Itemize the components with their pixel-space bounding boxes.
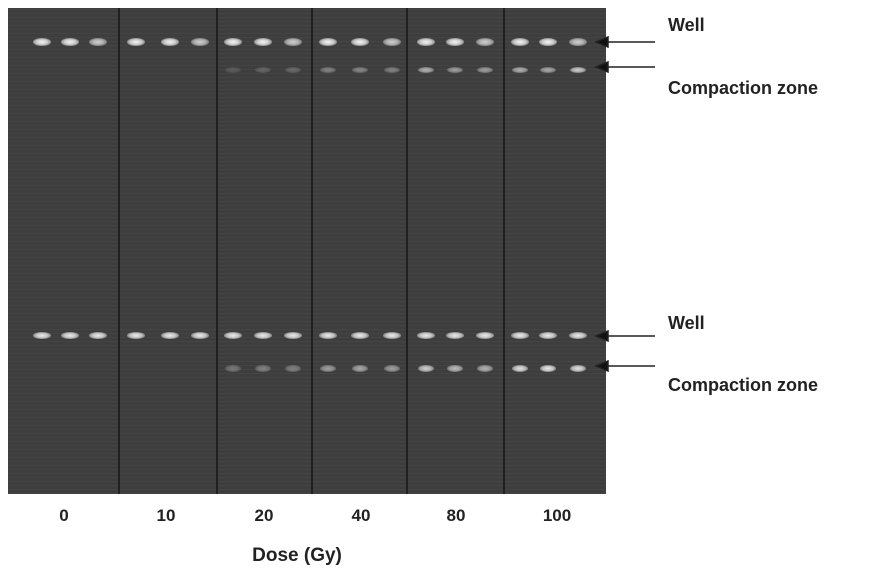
well-band (284, 38, 302, 46)
well-band (446, 38, 464, 46)
well-band (511, 331, 529, 339)
well-band (569, 331, 587, 339)
dose-label-10: 10 (156, 506, 176, 525)
well-band (33, 331, 51, 339)
well-band (254, 331, 272, 339)
well-band (89, 331, 107, 339)
compaction-band (225, 67, 241, 73)
compaction-band (384, 67, 400, 73)
well-band (476, 38, 494, 46)
compaction-band (225, 364, 241, 372)
compaction-band (352, 67, 368, 73)
well-band (191, 331, 209, 339)
well-band (319, 38, 337, 46)
compaction-band (447, 364, 463, 372)
arrow-well-bottom (594, 329, 655, 343)
well-band (417, 38, 435, 46)
dose-label-0: 0 (59, 506, 69, 525)
well-band (511, 38, 529, 46)
well-band (161, 38, 179, 46)
well-band (569, 38, 587, 46)
well-band (383, 331, 401, 339)
label-well-top: Well (668, 15, 705, 35)
well-band (476, 331, 494, 339)
well-band (61, 331, 79, 339)
compaction-band (570, 67, 586, 73)
compaction-band (384, 364, 400, 372)
well-band (127, 331, 145, 339)
gel-image (8, 8, 606, 494)
dose-label-20: 20 (254, 506, 274, 525)
dose-label-80: 80 (446, 506, 466, 525)
compaction-band (447, 67, 463, 73)
well-band (191, 38, 209, 46)
well-band (224, 38, 242, 46)
compaction-band (477, 364, 493, 372)
well-band (284, 331, 302, 339)
well-band (161, 331, 179, 339)
label-compaction-top: Compaction zone (668, 78, 819, 98)
arrow-well-top (594, 35, 655, 49)
well-band (417, 331, 435, 339)
well-band (539, 38, 557, 46)
compaction-band (512, 67, 528, 73)
compaction-band (320, 67, 336, 73)
label-compaction-bottom: Compaction zone (668, 375, 819, 395)
compaction-band (285, 67, 301, 73)
well-band (127, 38, 145, 46)
well-band (446, 331, 464, 339)
arrow-compaction-bottom (594, 359, 655, 373)
well-band (383, 38, 401, 46)
compaction-band (255, 67, 271, 73)
lane-divider (406, 8, 408, 494)
lane-divider (311, 8, 313, 494)
lane-divider (216, 8, 218, 494)
dose-label-100: 100 (542, 506, 572, 525)
arrow-compaction-top (594, 60, 655, 74)
compaction-band (320, 364, 336, 372)
lane-divider (503, 8, 505, 494)
label-well-bottom: Well (668, 313, 705, 333)
well-band (61, 38, 79, 46)
compaction-band (352, 364, 368, 372)
compaction-band (512, 364, 528, 372)
lane-divider (118, 8, 120, 494)
compaction-band (418, 67, 434, 73)
compaction-band (285, 364, 301, 372)
compaction-band (477, 67, 493, 73)
compaction-band (540, 364, 556, 372)
well-band (351, 331, 369, 339)
compaction-band (570, 364, 586, 372)
well-band (89, 38, 107, 46)
well-band (539, 331, 557, 339)
compaction-band (540, 67, 556, 73)
well-band (351, 38, 369, 46)
compaction-band (255, 364, 271, 372)
well-band (254, 38, 272, 46)
well-band (224, 331, 242, 339)
well-band (319, 331, 337, 339)
compaction-band (418, 364, 434, 372)
dose-label-40: 40 (351, 506, 371, 525)
well-band (33, 38, 51, 46)
x-axis-label: Dose (Gy) (252, 545, 342, 566)
